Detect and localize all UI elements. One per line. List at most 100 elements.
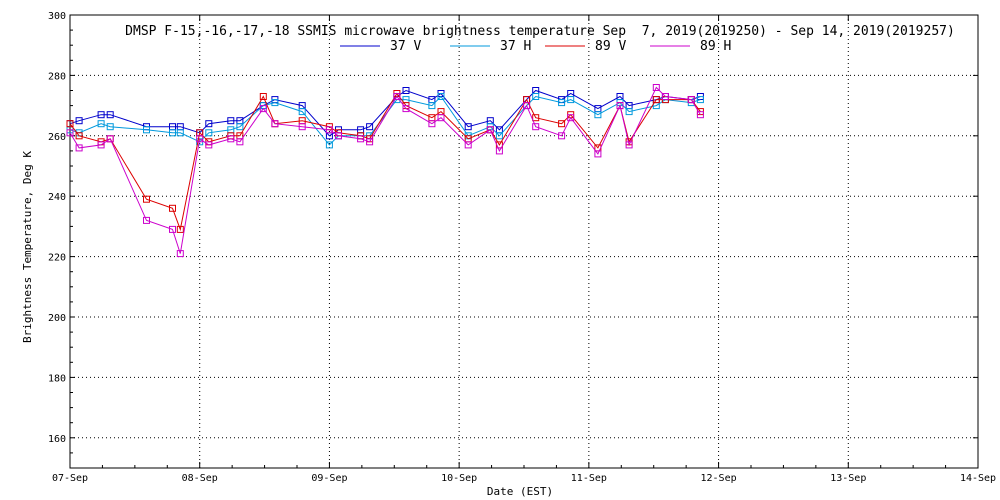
legend-label: 89 V [595,39,626,54]
data-point-marker [227,117,235,125]
data-point-marker [236,123,244,131]
x-tick-label: 11-Sep [571,473,607,484]
data-point-marker [205,129,213,137]
data-point-marker [169,225,176,233]
x-axis-title: Date (EST) [487,485,553,498]
data-point-marker [625,141,633,149]
data-point-marker [357,135,365,143]
data-point-marker [169,204,176,212]
data-point-marker [271,120,279,128]
series-line [69,86,701,254]
data-point-marker [176,250,184,258]
data-point-marker [97,141,105,149]
data-point-marker [495,132,503,140]
series-line [69,89,701,137]
data-point-marker [366,123,374,131]
data-point-marker [428,102,436,110]
x-tick-label: 12-Sep [701,473,737,484]
data-point-marker [205,141,213,149]
series-89-v [66,90,704,233]
series-89-h [66,84,704,258]
data-point-marker [661,93,669,100]
data-point-marker [66,120,74,128]
data-point-marker [143,195,150,203]
data-point-marker [437,93,445,100]
legend-label: 37 H [500,39,531,54]
x-tick-label: 14-Sep [960,473,996,484]
data-point-marker [143,216,150,224]
data-point-marker [687,96,695,104]
series-37-h [66,93,704,149]
data-point-marker [75,144,83,152]
chart-title: DMSP F-15,-16,-17,-18 SSMIS microwave br… [125,24,955,39]
legend-label: 37 V [390,39,421,54]
x-tick-label: 09-Sep [311,473,347,484]
data-point-marker [652,84,660,91]
data-point-marker [594,111,602,119]
y-tick-label: 180 [48,373,66,384]
data-point-marker [271,99,279,107]
y-tick-label: 300 [48,11,66,22]
x-tick-label: 07-Sep [52,473,88,484]
data-point-marker [437,114,445,122]
data-point-marker [205,120,213,128]
data-point-marker [236,138,244,146]
data-point-marker [196,135,204,143]
data-point-marker [393,93,401,100]
data-point-marker [532,123,540,131]
data-point-marker [97,111,105,119]
data-point-marker [486,126,494,134]
data-point-marker [176,129,184,137]
data-point-marker [523,102,531,110]
axis-ticks: 160 180 200 220 240 260 280 300 07-Sep 08-Sep 09-S… [48,11,996,484]
data-point-marker [143,126,150,134]
series-line [69,95,701,146]
data-point-marker [97,120,105,128]
y-tick-label: 260 [48,132,66,143]
data-point-marker [106,135,114,143]
y-tick-label: 280 [48,71,66,82]
data-point-marker [298,123,306,131]
data-point-marker [532,114,540,122]
data-point-marker [176,225,184,233]
series-lines [66,84,704,258]
y-axis-title: Brightness Temperature, Deg K [21,151,34,343]
legend-label: 89 H [700,39,731,54]
data-point-marker [169,129,176,137]
data-point-marker [696,111,704,119]
y-tick-label: 160 [48,434,66,445]
data-point-marker [625,108,633,116]
data-point-marker [75,117,83,125]
data-point-marker [594,150,602,158]
data-point-marker [464,123,472,131]
x-tick-label: 10-Sep [441,473,477,484]
data-point-marker [464,141,472,149]
data-point-marker [495,147,503,155]
y-tick-label: 200 [48,313,66,324]
data-point-marker [106,123,114,131]
data-point-marker [106,111,114,119]
data-point-marker [259,105,267,113]
data-point-marker [567,114,575,122]
y-tick-label: 240 [48,192,66,203]
data-point-marker [696,96,704,104]
data-point-marker [567,96,575,104]
data-point-marker [402,105,410,113]
data-point-marker [298,108,306,116]
plot-area-frame [69,14,979,469]
data-point-marker [558,132,566,140]
data-point-marker [325,141,333,149]
data-point-marker [652,96,660,104]
data-point-marker [325,126,333,134]
data-point-marker [558,120,566,128]
data-point-marker [366,138,374,146]
data-point-marker [558,99,566,107]
data-point-marker [66,129,74,137]
grid [70,15,978,468]
data-point-marker [335,132,342,140]
x-tick-label: 08-Sep [182,473,218,484]
data-point-marker [428,120,436,128]
data-point-marker [532,93,540,100]
data-point-marker [616,102,624,110]
